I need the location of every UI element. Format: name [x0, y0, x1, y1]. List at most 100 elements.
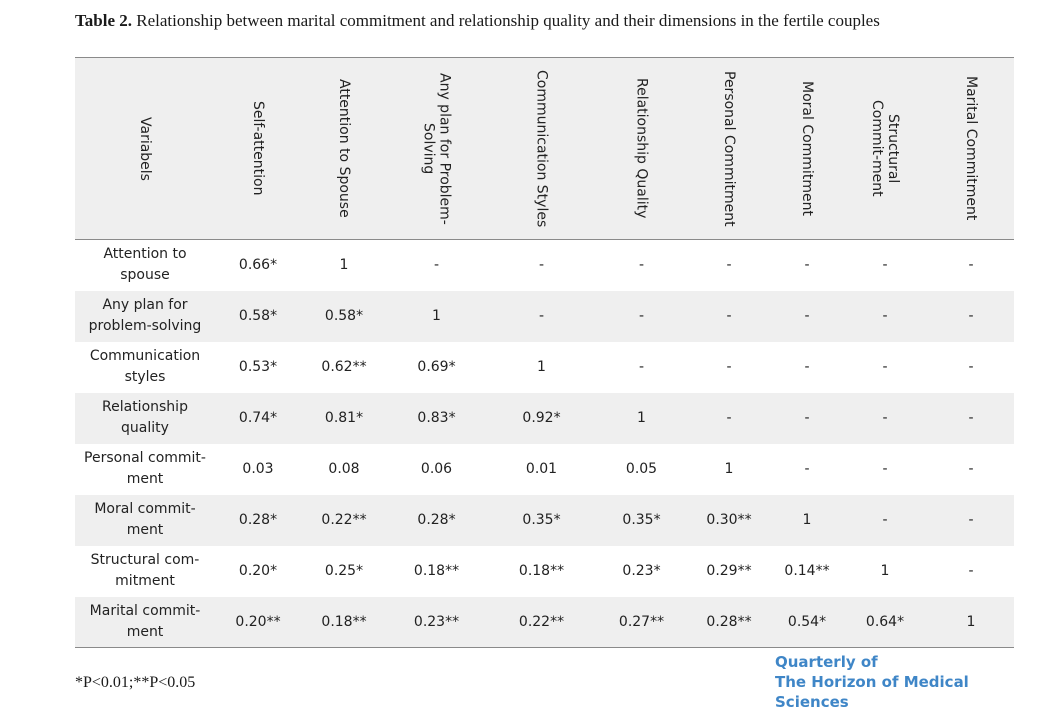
table-cell: 0.64*: [842, 596, 928, 648]
table-cell: 0.28**: [686, 596, 772, 648]
table-cell: -: [772, 290, 842, 342]
table-row: Marital commit-ment 0.20** 0.18** 0.23** 0.2…: [75, 596, 1014, 648]
table-cell: 0.74*: [215, 392, 301, 444]
header-cell: Communication Styles: [486, 57, 597, 240]
table-caption: Table 2. Relationship between marital co…: [75, 11, 1015, 31]
table-cell: 0.08: [328, 461, 360, 477]
table-cell: 0.05: [625, 461, 658, 477]
header-label: Any plan for Problem-Solving: [420, 72, 453, 225]
table-cell: 1: [928, 596, 1014, 648]
header-cell: Personal Commitment: [686, 57, 772, 240]
table-cell: 0.28*: [387, 494, 486, 546]
table-cell: 0.14**: [784, 563, 830, 579]
table-cell: 0.53*: [238, 359, 278, 375]
table-cell: 0.25*: [324, 563, 364, 579]
table-cell: -: [882, 257, 888, 274]
table-row: Personal commit-ment 0.03 0.08 0.06 0.01 0.05…: [75, 444, 1014, 495]
table-cell: -: [882, 359, 888, 375]
table-cell: 1: [597, 392, 686, 444]
header-cell: Structural Commit-ment: [842, 57, 928, 240]
table-cell: 1: [724, 461, 734, 477]
footnote: *P<0.01;**P<0.05: [75, 674, 196, 691]
table-row: Structural com-mitment 0.20* 0.25* 0.18** 0.…: [75, 546, 1014, 597]
table-cell: -: [968, 461, 974, 477]
table-cell: -: [928, 494, 1014, 546]
table-cell: -: [968, 359, 974, 375]
table-cell: -: [928, 392, 1014, 444]
correlation-table: Variabels Self-attention Attention to Sp…: [75, 57, 1014, 648]
row-label: Marital commit-ment: [75, 596, 215, 648]
table-cell: 1: [387, 290, 486, 342]
header-label: Marital Commitment: [963, 76, 979, 221]
table-cell: -: [726, 257, 732, 274]
header-label: Structural Commit-ment: [869, 100, 901, 197]
table-cell: 0.23*: [622, 563, 661, 579]
row-label: Attention to spouse: [103, 246, 187, 284]
header-label: Personal Commitment: [721, 70, 737, 227]
table-caption-label: Table 2.: [75, 11, 133, 30]
row-label: Structural com-mitment: [90, 552, 200, 589]
table-cell: 0.29**: [706, 563, 752, 579]
table-cell: 0.22**: [486, 596, 597, 648]
logo-line-1: Quarterly of: [775, 653, 878, 671]
table-cell: 0.83*: [387, 392, 486, 444]
table-header-row: Variabels Self-attention Attention to Sp…: [75, 57, 1014, 240]
table-cell: -: [686, 290, 772, 342]
table-row: Communication styles 0.53* 0.62** 0.69* 1 - - -…: [75, 342, 1014, 393]
table-cell: 1: [772, 494, 842, 546]
table-cell: -: [538, 257, 545, 274]
table-cell: -: [433, 257, 440, 274]
table-cell: 0.92*: [486, 392, 597, 444]
table-cell: -: [597, 290, 686, 342]
table-cell: 0.06: [420, 461, 453, 477]
table-cell: 0.69*: [417, 359, 456, 375]
table-cell: 0.35*: [486, 494, 597, 546]
table-cell: 0.58*: [301, 290, 387, 342]
table-cell: 0.18**: [518, 563, 565, 579]
table-cell: 0.18**: [301, 596, 387, 648]
table-cell: -: [804, 257, 810, 274]
table-cell: -: [968, 257, 974, 274]
table-cell: -: [882, 461, 888, 477]
table-cell: -: [842, 392, 928, 444]
header-label: Attention to Spouse: [336, 79, 352, 218]
table-cell: 0.01: [525, 461, 558, 477]
table-cell: 0.66*: [238, 257, 278, 274]
row-label: Relationship quality: [75, 392, 215, 444]
header-cell: Variabels: [75, 57, 215, 240]
journal-logo: Quarterly of The Horizon of Medical Scie…: [775, 652, 1038, 712]
table-cell: -: [686, 392, 772, 444]
table-cell: 0.27**: [597, 596, 686, 648]
table-row: Moral commit-ment 0.28* 0.22** 0.28* 0.35* 0.…: [75, 494, 1014, 546]
header-label: Relationship Quality: [633, 78, 650, 219]
table-cell: 0.62**: [321, 359, 367, 375]
header-cell: Relationship Quality: [597, 57, 686, 240]
logo-line-2: The Horizon of Medical Sciences: [775, 673, 969, 711]
table-row: Any plan for problem-solving 0.58* 0.58* 1-…: [75, 290, 1014, 342]
header-label: Moral Commitment: [799, 81, 815, 216]
header-cell: Self-attention: [215, 57, 301, 240]
table-cell: -: [842, 494, 928, 546]
table-cell: 0.18**: [413, 563, 460, 579]
table-cell: 0.22**: [301, 494, 387, 546]
header-cell: Any plan for Problem-Solving: [387, 57, 486, 240]
table-cell: -: [968, 563, 974, 579]
header-cell: Marital Commitment: [928, 57, 1014, 240]
table-cell: -: [726, 359, 732, 375]
table-cell: -: [804, 359, 810, 375]
table-row: Attention to spouse 0.66* 1 - - - - - - -: [75, 240, 1014, 291]
table-body: Attention to spouse 0.66* 1- - - - - - - Any plan…: [75, 240, 1014, 648]
header-cell: Attention to Spouse: [301, 57, 387, 240]
table-cell: 0.20*: [238, 563, 278, 579]
row-label: Communication styles: [89, 348, 201, 385]
table-cell: -: [486, 290, 597, 342]
header-label: Variabels: [137, 116, 153, 181]
row-label: Personal commit-ment: [84, 450, 206, 487]
table-cell: -: [772, 392, 842, 444]
table-cell: 1: [537, 359, 546, 375]
table-cell: 0.23**: [387, 596, 486, 648]
table-cell: -: [804, 461, 810, 477]
header-cell: Moral Commitment: [772, 57, 842, 240]
table-cell: 1: [339, 257, 349, 274]
table-row: Relationship quality 0.74* 0.81* 0.83* 0.92*…: [75, 392, 1014, 444]
